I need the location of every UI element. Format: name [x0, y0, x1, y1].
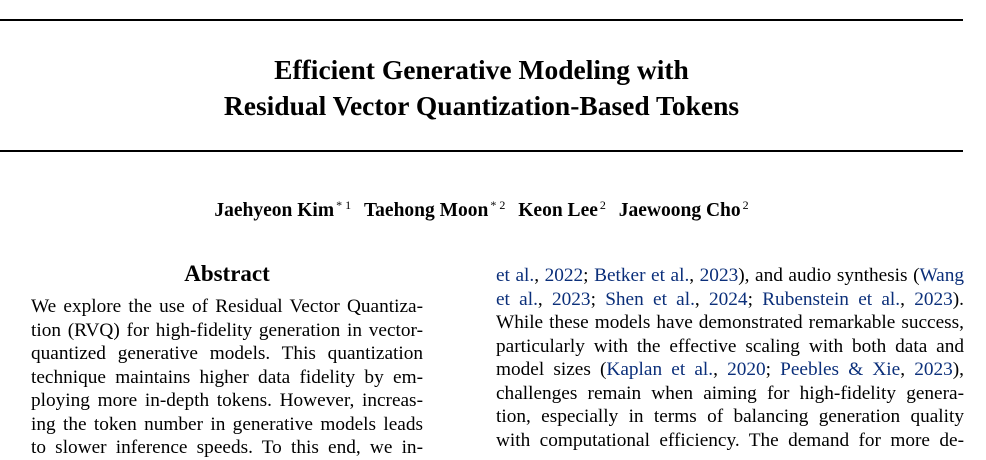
- intro-text: ;: [747, 288, 763, 310]
- author-name: Jaewoong Cho: [618, 200, 741, 221]
- abstract-line: technique maintains higher data fidelity…: [31, 366, 423, 388]
- citation-link[interactable]: 2023: [699, 265, 739, 286]
- citation-link[interactable]: Rubenstein et al.: [762, 288, 901, 310]
- citation-link[interactable]: Shen et al.: [605, 288, 695, 310]
- citation-link[interactable]: Wang: [919, 265, 965, 286]
- abstract-line: tion (RVQ) for high-fidelity generation …: [31, 319, 423, 341]
- abstract-line: ploying more in-depth tokens. However, i…: [31, 390, 423, 411]
- intro-line: model sizes (Kaplan et al., 2020; Peeble…: [496, 358, 964, 382]
- citation-link[interactable]: 2020: [727, 359, 766, 380]
- citation-link[interactable]: 2023: [914, 288, 953, 310]
- abstract-body: We explore the use of Residual Vector Qu…: [31, 295, 423, 460]
- author: Jaewoong Cho 2: [618, 198, 749, 221]
- intro-text: ;: [590, 288, 606, 310]
- intro-text: ;: [583, 265, 595, 286]
- author: Jaehyeon Kim * 1: [214, 198, 352, 221]
- intro-text: ;: [765, 359, 781, 380]
- intro-line: et al., 2022; Betker et al., 2023), and …: [496, 264, 964, 288]
- author-affiliation-marks: * 2: [490, 198, 506, 212]
- citation-link[interactable]: et al.: [496, 265, 535, 286]
- intro-line: et al., 2023; Shen et al., 2024; Rubenst…: [496, 288, 964, 312]
- abstract-line: quantized generative models. This quanti…: [31, 343, 423, 364]
- author-affiliation-marks: 2: [742, 198, 749, 212]
- intro-line: challenges remain when aiming for high-f…: [496, 382, 964, 404]
- intro-text: ), and audio synthesis (: [738, 265, 920, 286]
- author-affiliation-marks: 2: [599, 198, 606, 212]
- intro-text: ,: [713, 359, 728, 380]
- author-list: Jaehyeon Kim * 1 Taehong Moon * 2 Keon Lee…: [0, 192, 963, 224]
- author: Keon Lee 2: [518, 198, 606, 221]
- citation-link[interactable]: Betker et al.: [594, 265, 690, 286]
- intro-text: ,: [534, 265, 545, 286]
- intro-text: ,: [689, 265, 700, 286]
- author-affiliation-marks: * 1: [336, 198, 352, 212]
- abstract-line: ing the token number in generative model…: [31, 413, 423, 435]
- intro-text: ),: [952, 359, 964, 380]
- abstract-line: We explore the use of Residual Vector Qu…: [31, 296, 423, 317]
- abstract-heading: Abstract: [184, 261, 270, 286]
- citation-link[interactable]: 2023: [552, 288, 591, 310]
- intro-line: particularly with the effective scaling …: [496, 335, 964, 357]
- title-bottom-rule: [0, 150, 963, 152]
- paper-title: Efficient Generative Modeling with Resid…: [0, 52, 963, 124]
- intro-line: While these models have demonstrated rem…: [496, 312, 964, 333]
- intro-text: ,: [694, 288, 709, 310]
- title-line-2: Residual Vector Quantization-Based Token…: [223, 90, 740, 121]
- intro-text: ,: [900, 359, 915, 380]
- citation-link[interactable]: 2024: [709, 288, 748, 310]
- citation-link[interactable]: Kaplan et al.: [606, 359, 714, 380]
- intro-text: ).: [952, 288, 964, 310]
- citation-link[interactable]: 2022: [544, 265, 584, 286]
- abstract-line: to slower inference speeds. To this end,…: [31, 437, 423, 458]
- author: Taehong Moon * 2: [363, 198, 506, 221]
- intro-line: with computational efficiency. The deman…: [496, 429, 964, 451]
- intro-line: tion, especially in terms of balancing g…: [496, 406, 964, 427]
- citation-link[interactable]: et al.: [496, 288, 538, 310]
- intro-text: ,: [537, 288, 552, 310]
- author-name: Jaehyeon Kim: [214, 200, 335, 221]
- author-name: Taehong Moon: [363, 200, 489, 221]
- citation-link[interactable]: Peebles & Xie: [780, 359, 901, 380]
- author-name: Keon Lee: [518, 200, 598, 221]
- citation-link[interactable]: 2023: [914, 359, 953, 380]
- intro-text: ,: [900, 288, 915, 310]
- title-top-rule: [0, 19, 963, 21]
- intro-text: model sizes (: [496, 359, 607, 380]
- title-line-1: Efficient Generative Modeling with: [274, 54, 689, 85]
- introduction-text: et al., 2022; Betker et al., 2023), and …: [496, 264, 964, 452]
